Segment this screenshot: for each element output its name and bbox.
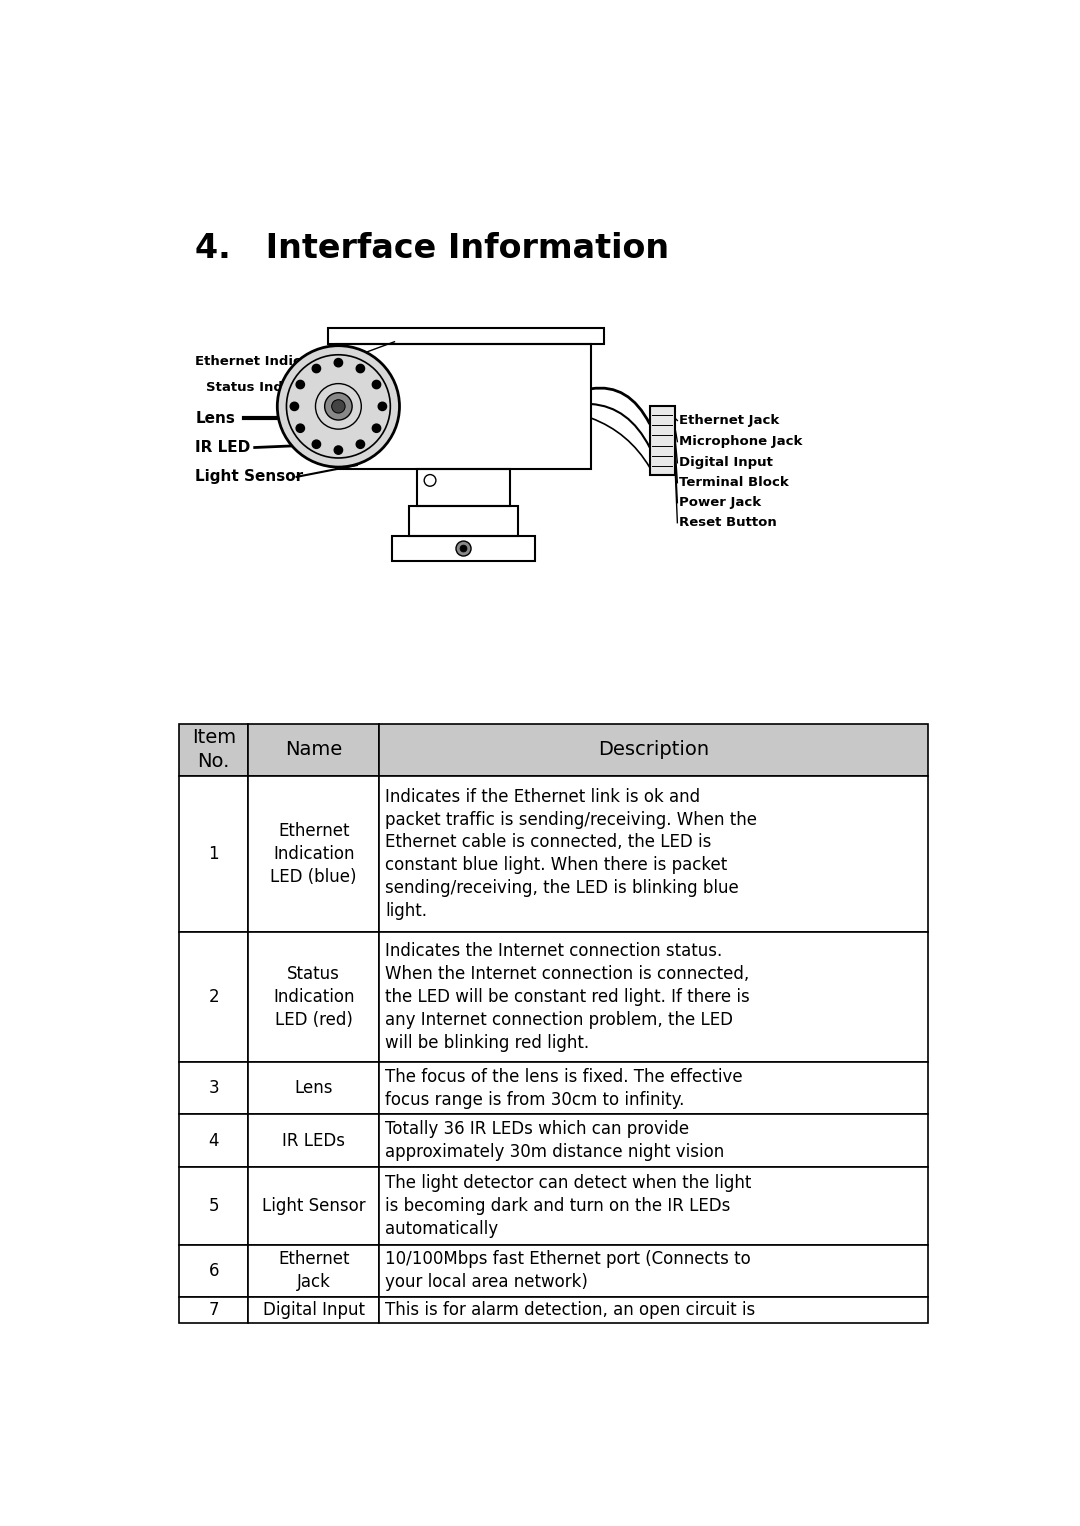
Text: Indicates the Internet connection status.
When the Internet connection is connec: Indicates the Internet connection status… xyxy=(384,943,750,1051)
Bar xyxy=(379,1114,928,1166)
Text: Power Jack: Power Jack xyxy=(679,496,761,510)
Ellipse shape xyxy=(460,545,467,552)
Ellipse shape xyxy=(456,542,471,555)
Bar xyxy=(379,1062,928,1114)
Ellipse shape xyxy=(291,403,298,410)
Bar xyxy=(379,723,928,775)
Ellipse shape xyxy=(312,365,321,372)
Bar xyxy=(248,1114,379,1166)
Text: Microphone Jack: Microphone Jack xyxy=(679,435,802,449)
Bar xyxy=(179,723,248,775)
Ellipse shape xyxy=(312,439,321,449)
Bar xyxy=(248,1245,379,1297)
Text: Status Indication LED: Status Indication LED xyxy=(206,382,367,394)
Text: 4.   Interface Information: 4. Interface Information xyxy=(195,232,670,266)
Text: Digital Input: Digital Input xyxy=(262,1300,365,1318)
Text: Ethernet Indication LED: Ethernet Indication LED xyxy=(195,356,373,368)
Text: The focus of the lens is fixed. The effective
focus range is from 30cm to infini: The focus of the lens is fixed. The effe… xyxy=(384,1068,743,1109)
Polygon shape xyxy=(650,406,675,475)
Text: Name: Name xyxy=(285,740,342,758)
Ellipse shape xyxy=(356,365,365,372)
Text: Terminal Block: Terminal Block xyxy=(679,476,788,490)
Bar xyxy=(248,775,379,932)
Text: Light Sensor: Light Sensor xyxy=(195,470,303,484)
Text: 2: 2 xyxy=(208,989,219,1006)
Ellipse shape xyxy=(296,380,305,389)
Text: Description: Description xyxy=(598,740,708,758)
Ellipse shape xyxy=(325,392,352,420)
Text: Lens: Lens xyxy=(195,410,235,426)
Text: Digital Input: Digital Input xyxy=(679,456,773,470)
Text: Light Sensor: Light Sensor xyxy=(261,1196,365,1215)
Bar xyxy=(248,1062,379,1114)
Text: Ethernet Jack: Ethernet Jack xyxy=(679,414,780,427)
Bar xyxy=(379,1297,928,1323)
Bar xyxy=(179,1062,248,1114)
Text: Reset Button: Reset Button xyxy=(679,516,777,530)
Ellipse shape xyxy=(334,359,342,366)
Bar xyxy=(379,1245,928,1297)
Ellipse shape xyxy=(373,380,380,389)
Ellipse shape xyxy=(373,424,380,432)
Text: Indicates if the Ethernet link is ok and
packet traffic is sending/receiving. Wh: Indicates if the Ethernet link is ok and… xyxy=(384,787,757,920)
Bar xyxy=(179,1114,248,1166)
Text: IR LEDs: IR LEDs xyxy=(282,1131,346,1149)
Ellipse shape xyxy=(334,446,342,455)
Bar xyxy=(179,1245,248,1297)
Bar xyxy=(248,1297,379,1323)
Text: 1: 1 xyxy=(208,845,219,862)
Text: Lens: Lens xyxy=(295,1079,333,1097)
Bar xyxy=(379,932,928,1062)
Text: Ethernet
Indication
LED (blue): Ethernet Indication LED (blue) xyxy=(270,823,356,885)
Ellipse shape xyxy=(296,424,305,432)
Bar xyxy=(179,1166,248,1245)
Bar xyxy=(179,1297,248,1323)
Ellipse shape xyxy=(378,403,387,410)
Ellipse shape xyxy=(356,439,365,449)
Bar xyxy=(179,775,248,932)
Ellipse shape xyxy=(332,400,346,414)
Text: 3: 3 xyxy=(208,1079,219,1097)
Ellipse shape xyxy=(278,346,400,467)
Text: 10/100Mbps fast Ethernet port (Connects to
your local area network): 10/100Mbps fast Ethernet port (Connects … xyxy=(384,1250,751,1291)
Text: This is for alarm detection, an open circuit is: This is for alarm detection, an open cir… xyxy=(384,1300,755,1318)
Bar xyxy=(248,1166,379,1245)
Text: Item
No.: Item No. xyxy=(192,728,235,771)
Bar xyxy=(248,932,379,1062)
Ellipse shape xyxy=(424,475,436,487)
Text: The light detector can detect when the light
is becoming dark and turn on the IR: The light detector can detect when the l… xyxy=(384,1173,752,1238)
Text: Totally 36 IR LEDs which can provide
approximately 30m distance night vision: Totally 36 IR LEDs which can provide app… xyxy=(384,1120,725,1161)
Text: IR LED: IR LED xyxy=(195,439,251,455)
Bar xyxy=(379,1166,928,1245)
Text: Ethernet
Jack: Ethernet Jack xyxy=(278,1250,350,1291)
Text: 6: 6 xyxy=(208,1262,219,1280)
Text: 5: 5 xyxy=(208,1196,219,1215)
Text: 4: 4 xyxy=(208,1131,219,1149)
Bar xyxy=(248,723,379,775)
Text: Status
Indication
LED (red): Status Indication LED (red) xyxy=(273,966,354,1029)
Bar xyxy=(379,775,928,932)
Text: 7: 7 xyxy=(208,1300,219,1318)
Bar xyxy=(179,932,248,1062)
